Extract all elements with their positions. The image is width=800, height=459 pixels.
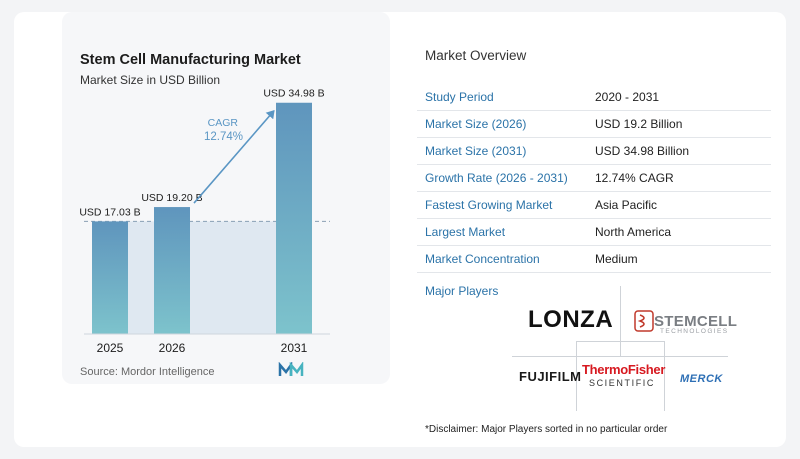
disclaimer: *Disclaimer: Major Players sorted in no … <box>425 424 668 435</box>
overview-label: Market Size (2031) <box>425 144 527 158</box>
overview-row: Growth Rate (2026 - 2031) 12.74% CAGR <box>417 165 771 192</box>
fujifilm-logo: FUJIFILM <box>519 369 582 384</box>
players-divider <box>664 341 665 411</box>
thermofisher-logo: ThermoFisher SCIENTIFIC <box>582 362 666 388</box>
overview-value: 2020 - 2031 <box>595 90 660 104</box>
bar-label-2025: USD 17.03 B <box>79 206 140 218</box>
overview-label: Largest Market <box>425 225 506 239</box>
bar-2026 <box>154 207 190 334</box>
players-divider <box>576 341 577 411</box>
stemcell-logo: STEMCELL TECHNOLOGIES <box>634 310 738 335</box>
merck-logo: MERCK <box>680 373 723 385</box>
market-overview-title: Market Overview <box>425 48 527 63</box>
bar-2025 <box>92 221 128 334</box>
overview-row: Market Size (2031) USD 34.98 Billion <box>417 138 771 165</box>
bar-2031 <box>276 102 312 334</box>
overview-label: Market Size (2026) <box>425 117 527 131</box>
x-tick-2026: 2026 <box>159 341 186 355</box>
overview-label: Study Period <box>425 90 494 104</box>
major-players-title: Major Players <box>425 284 499 298</box>
overview-value: 12.74% CAGR <box>595 171 674 185</box>
chart-title: Stem Cell Manufacturing Market <box>80 52 301 68</box>
stemcell-mark-icon <box>634 310 654 332</box>
cagr-label: CAGR <box>208 117 239 129</box>
lonza-logo: LONZA <box>528 306 614 333</box>
market-overview-table: Study Period 2020 - 2031 Market Size (20… <box>417 84 771 273</box>
overview-label: Market Concentration <box>425 252 540 266</box>
overview-label: Growth Rate (2026 - 2031) <box>425 171 568 185</box>
bar-label-2026: USD 19.20 B <box>141 192 202 204</box>
stemcell-subtitle: TECHNOLOGIES <box>660 328 729 335</box>
cagr-value: 12.74% <box>204 131 243 143</box>
mordor-logo-icon <box>278 362 304 376</box>
chart-source: Source: Mordor Intelligence <box>80 366 215 378</box>
overview-label: Fastest Growing Market <box>425 198 553 212</box>
players-divider <box>512 356 728 357</box>
overview-row: Market Concentration Medium <box>417 246 771 273</box>
overview-value: Medium <box>595 252 638 266</box>
overview-row: Market Size (2026) USD 19.2 Billion <box>417 111 771 138</box>
stemcell-name: STEMCELL <box>654 312 738 330</box>
overview-value: USD 19.2 Billion <box>595 117 683 131</box>
players-divider <box>576 341 664 342</box>
overview-value: Asia Pacific <box>595 198 658 212</box>
thermofisher-subtitle: SCIENTIFIC <box>588 378 655 388</box>
overview-value: USD 34.98 Billion <box>595 144 690 158</box>
overview-value: North America <box>595 225 672 239</box>
cagr-arrow <box>193 109 275 204</box>
x-tick-2031: 2031 <box>281 341 308 355</box>
overview-row: Largest Market North America <box>417 219 771 246</box>
players-divider <box>620 286 621 356</box>
bar-label-2031: USD 34.98 B <box>263 88 324 100</box>
overview-row: Fastest Growing Market Asia Pacific <box>417 192 771 219</box>
chart-subtitle: Market Size in USD Billion <box>80 73 221 87</box>
x-tick-2025: 2025 <box>97 341 124 355</box>
thermofisher-name: ThermoFisher <box>582 362 666 377</box>
overview-row: Study Period 2020 - 2031 <box>417 84 771 111</box>
